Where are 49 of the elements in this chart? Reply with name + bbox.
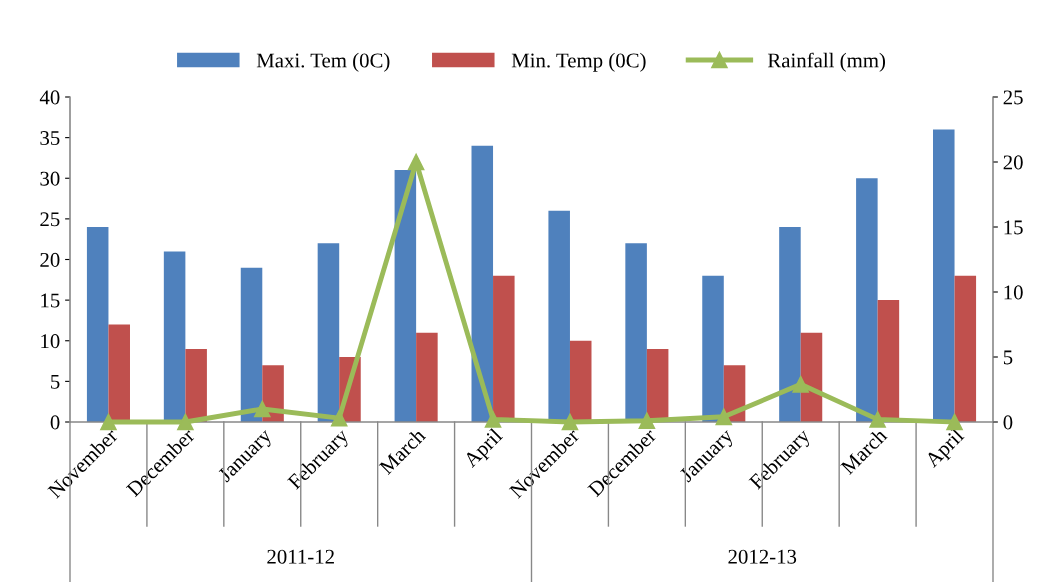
point [792, 375, 810, 393]
bar [954, 275, 977, 422]
y2-tick-label: 20 [1003, 155, 1023, 170]
y2-tick-label: 5 [1003, 350, 1013, 365]
bar [185, 348, 207, 422]
point [100, 413, 117, 431]
y2-tick-label: 15 [1004, 220, 1023, 235]
point [638, 412, 656, 430]
bar [702, 275, 724, 422]
y-tick-label: 5 [51, 374, 60, 389]
y-tick-label: 40 [39, 90, 60, 105]
bar [779, 227, 801, 422]
y-tick-label: 20 [40, 252, 60, 267]
point [407, 153, 425, 171]
bar [163, 251, 186, 422]
legend-label: Maxi. Tem (0C) [256, 52, 390, 72]
bar [856, 178, 878, 422]
text: 2011-12 [267, 549, 334, 564]
point [253, 400, 271, 418]
y-tick-label: 25 [40, 212, 60, 227]
bar [86, 227, 109, 422]
bar [569, 340, 592, 422]
bar [240, 267, 263, 422]
y2-tick-label: 10 [1004, 285, 1023, 300]
text: 2012-13 [728, 549, 797, 564]
point [869, 411, 886, 428]
point [946, 413, 963, 431]
bar [933, 129, 955, 422]
y-tick-label: 0 [50, 415, 60, 430]
bar [625, 243, 647, 422]
y-tick-label: 15 [41, 293, 60, 308]
y-tick-label: 10 [41, 334, 60, 349]
legend-label: Min. Temp (0C) [511, 52, 646, 72]
bar [317, 243, 340, 422]
y2-tick-label: 25 [1003, 90, 1023, 105]
y-tick-label: 35 [40, 131, 60, 146]
legend-label: Rainfall (mm) [767, 52, 886, 72]
bar [108, 324, 130, 422]
point [484, 411, 502, 428]
y-tick-label: 30 [40, 171, 60, 186]
point [177, 413, 194, 431]
bar [548, 210, 570, 422]
y2-tick-label: 0 [1003, 415, 1013, 430]
point [715, 408, 733, 426]
bar [471, 145, 494, 422]
point [330, 409, 348, 427]
bar [394, 170, 417, 422]
bar [416, 332, 438, 422]
point [561, 413, 579, 431]
